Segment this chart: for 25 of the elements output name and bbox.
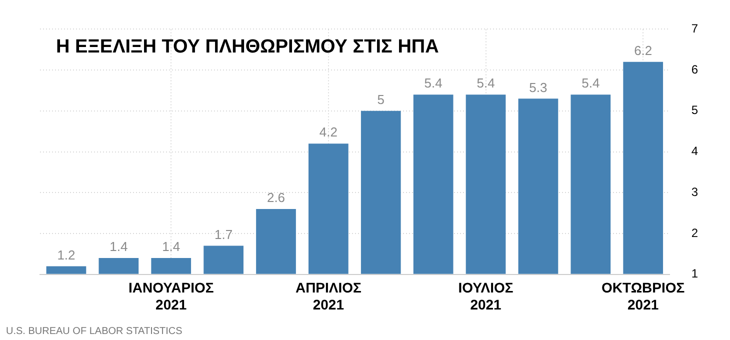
y-tick-label: 3 xyxy=(691,184,698,199)
data-label: 5.3 xyxy=(529,80,548,95)
y-tick-label: 1 xyxy=(691,266,698,281)
data-label: 5.4 xyxy=(424,76,442,91)
y-tick-label: 7 xyxy=(691,22,698,36)
data-label: 1.4 xyxy=(162,239,180,254)
chart-title: Η ΕΞΕΛΙΞΗ ΤΟΥ ΠΛΗΘΩΡΙΣΜΟΥ ΣΤΙΣ ΗΠΑ xyxy=(56,36,440,58)
y-tick-label: 4 xyxy=(691,144,698,158)
text: U.S. BUREAU OF LABOR STATISTICS xyxy=(6,326,183,337)
x-tick-label: ΑΠΡΙΛΙΟΣ 2021 xyxy=(295,280,362,312)
data-label: 6.2 xyxy=(634,42,652,58)
data-label: 5 xyxy=(377,92,384,108)
x-tick-label: ΙΟΥΛΙΟΣ 2021 xyxy=(458,280,514,312)
data-label: 1.4 xyxy=(110,239,128,254)
data-label: 1.7 xyxy=(214,226,233,242)
x-tick-label: ΙΑΝΟΥΑΡΙΟΣ 2021 xyxy=(128,280,214,312)
y-tick-label: 6 xyxy=(691,62,698,76)
x-tick-label: ΟΚΤΩΒΡΙΟΣ 2021 xyxy=(602,280,685,312)
data-label: 2.6 xyxy=(266,190,286,206)
data-label: 5.4 xyxy=(582,76,600,91)
y-tick-label: 5 xyxy=(691,103,698,118)
data-label: 1.2 xyxy=(57,247,76,262)
data-label: 5.4 xyxy=(476,76,495,91)
y-tick-label: 2 xyxy=(691,226,698,240)
data-label: 4.2 xyxy=(319,124,338,140)
